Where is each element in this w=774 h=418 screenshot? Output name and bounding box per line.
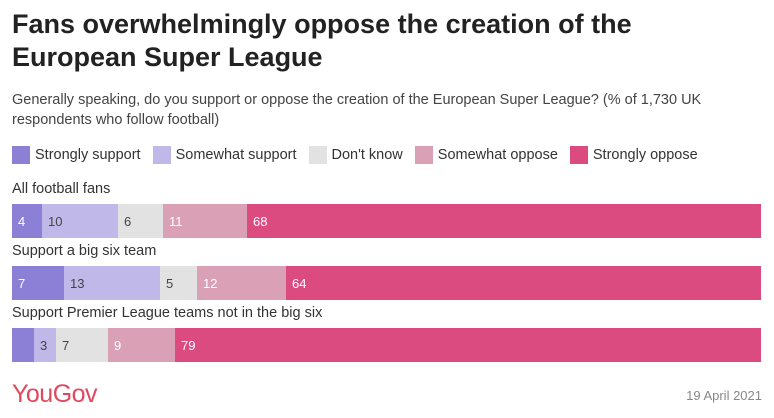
legend-swatch: [569, 146, 588, 164]
bar-row: 3 7 9 79: [12, 328, 761, 362]
bar-segment: 12: [197, 266, 286, 300]
legend-label: Somewhat support: [175, 147, 297, 163]
data-label: 7: [18, 275, 26, 291]
data-label: 11: [169, 213, 183, 229]
data-label: 4: [18, 213, 26, 229]
bar-row: 7 13 5 12 64: [12, 266, 761, 300]
data-label: 64: [292, 275, 307, 291]
bar-segment: [12, 328, 34, 362]
legend-swatch: [308, 146, 327, 164]
bar-segment: 4: [12, 204, 42, 238]
bar-segment: 64: [286, 266, 761, 300]
legend-swatch: [414, 146, 433, 164]
data-label: 6: [124, 213, 132, 229]
bar-row: 4 10 6 11 68: [12, 204, 761, 238]
legend-label: Don't know: [331, 147, 403, 163]
data-label: 12: [203, 275, 218, 291]
publication-date: 19 April 2021: [686, 388, 762, 403]
bar-segment: 9: [108, 328, 175, 362]
bar-segment: 11: [163, 204, 247, 238]
chart-subtitle: Generally speaking, do you support or op…: [12, 92, 702, 128]
legend-item: Somewhat oppose: [414, 146, 558, 164]
legend-label: Somewhat oppose: [437, 147, 558, 163]
data-label: 5: [166, 275, 174, 291]
data-label: 3: [40, 337, 48, 353]
legend-label: Strongly oppose: [592, 147, 698, 163]
bar-segment: 3: [34, 328, 56, 362]
bar-segment: 6: [118, 204, 163, 238]
data-label: 13: [70, 275, 85, 291]
bar-segment: 79: [175, 328, 761, 362]
legend-item: Strongly support: [12, 146, 141, 164]
category-label: Support Premier League teams not in the …: [12, 305, 323, 321]
legend-item: Don't know: [308, 146, 403, 164]
bar-segment: 5: [160, 266, 197, 300]
data-label: 7: [62, 337, 70, 353]
legend-item: Strongly oppose: [569, 146, 698, 164]
data-label: 10: [48, 213, 63, 229]
bar-segment: 7: [12, 266, 64, 300]
category-label: Support a big six team: [12, 243, 157, 259]
legend-swatch: [152, 146, 171, 164]
bar-segment: 10: [42, 204, 118, 238]
data-label: 68: [253, 213, 268, 229]
yougov-logo: YouGov: [12, 380, 98, 408]
chart-title: Fans overwhelmingly oppose the creation …: [12, 9, 632, 72]
bar-segment: 68: [247, 204, 761, 238]
bar-segment: 13: [64, 266, 160, 300]
category-label: All football fans: [12, 181, 111, 197]
legend-swatch: [12, 146, 30, 164]
data-label: 79: [181, 337, 196, 353]
legend-item: Somewhat support: [152, 146, 297, 164]
legend: Strongly support Somewhat support Don't kn…: [12, 146, 710, 164]
legend-label: Strongly support: [35, 147, 141, 163]
data-label: 9: [114, 337, 122, 353]
bar-segment: 7: [56, 328, 108, 362]
